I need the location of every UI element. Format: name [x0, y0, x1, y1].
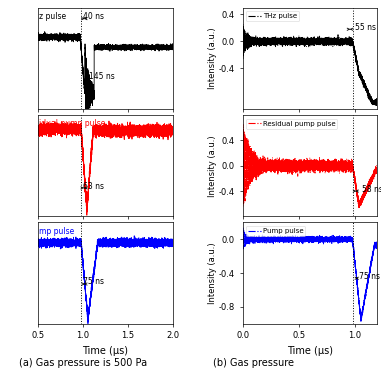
- Y-axis label: Intensity (a.u.): Intensity (a.u.): [208, 242, 217, 304]
- Text: 145 ns: 145 ns: [89, 72, 115, 81]
- Text: (b) Gas pressure: (b) Gas pressure: [213, 358, 295, 368]
- Text: 55 ns: 55 ns: [355, 23, 376, 32]
- Y-axis label: Intensity (a.u.): Intensity (a.u.): [208, 27, 218, 89]
- Text: 58 ns: 58 ns: [362, 185, 381, 194]
- Legend: Pump pulse: Pump pulse: [246, 226, 306, 236]
- Text: 75 ns: 75 ns: [83, 277, 104, 287]
- X-axis label: Time (μs): Time (μs): [82, 346, 128, 356]
- Text: 40 ns: 40 ns: [83, 12, 104, 21]
- Text: 75 ns: 75 ns: [359, 272, 380, 281]
- Text: mp pulse: mp pulse: [38, 227, 74, 235]
- Legend: THz pulse: THz pulse: [246, 11, 299, 21]
- Text: (a) Gas pressure is 500 Pa: (a) Gas pressure is 500 Pa: [19, 358, 147, 368]
- Legend: Residual pump pulse: Residual pump pulse: [246, 118, 338, 129]
- X-axis label: Time (μs): Time (μs): [287, 346, 333, 356]
- Text: idual pump pulse: idual pump pulse: [38, 119, 105, 128]
- Text: z pulse: z pulse: [38, 12, 66, 21]
- Text: 63 ns: 63 ns: [83, 181, 104, 190]
- Y-axis label: Intensity (a.u.): Intensity (a.u.): [208, 135, 218, 197]
